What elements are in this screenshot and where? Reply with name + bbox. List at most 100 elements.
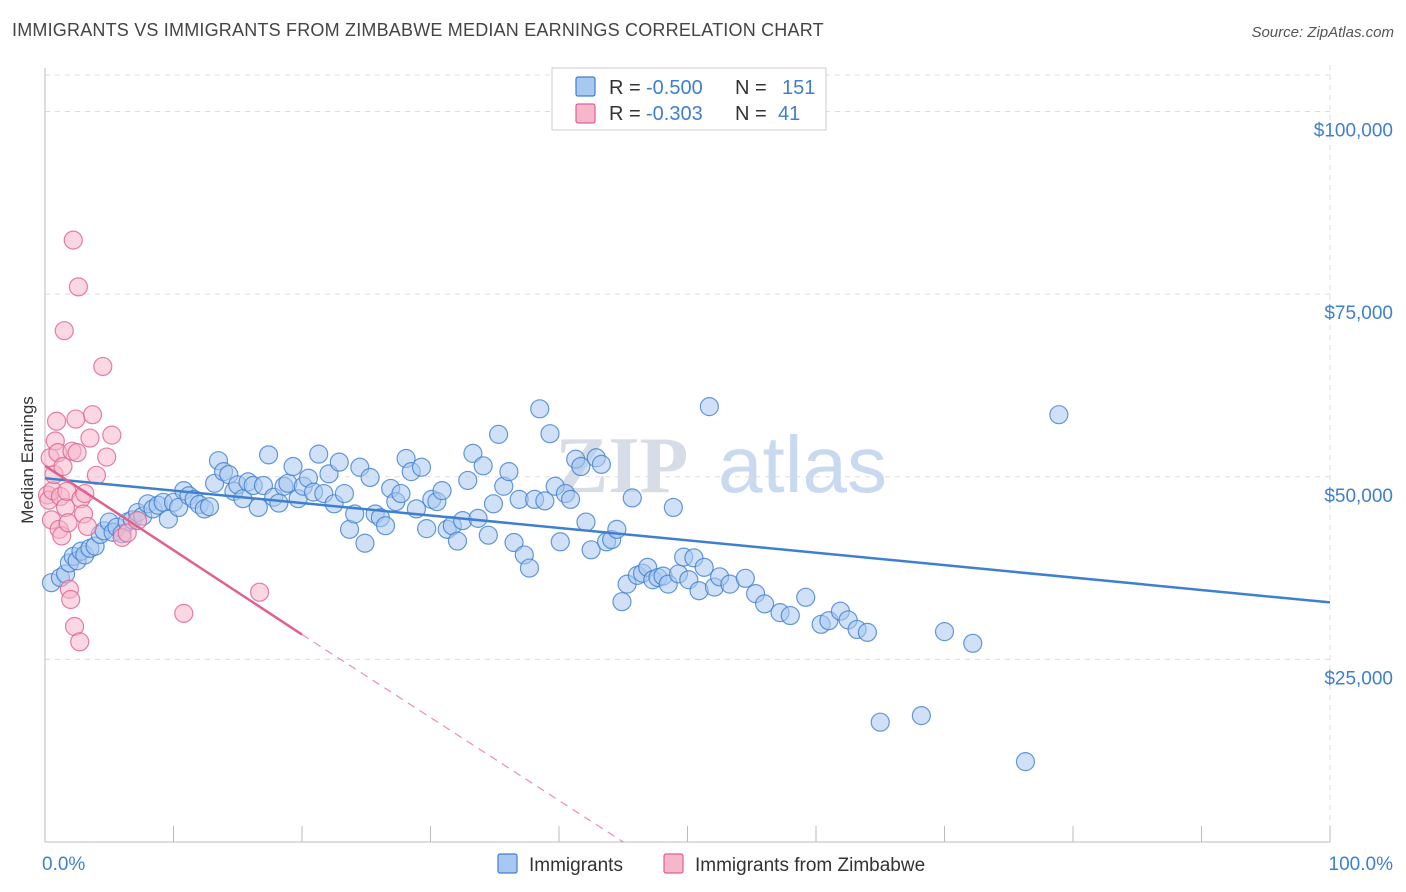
zimbabwe-point <box>117 523 137 543</box>
zimbabwe-point <box>77 516 98 537</box>
immigrants-point <box>329 452 349 472</box>
legend-r-value-2: -0.303 <box>646 103 703 125</box>
series-legend: Immigrants Immigrants from Zimbabwe <box>497 853 925 876</box>
immigrants-trend-line <box>44 476 1331 604</box>
immigrants-point <box>796 587 816 607</box>
legend-r-label-2: R = <box>609 103 641 125</box>
legend-n-value-2: 41 <box>778 103 800 125</box>
zimbabwe-point <box>82 405 103 425</box>
zimbabwe-trend-line <box>44 464 303 636</box>
immigrants-point <box>571 456 591 477</box>
immigrants-point <box>248 497 268 518</box>
immigrants-point <box>375 516 396 536</box>
zimbabwe-point <box>93 356 113 377</box>
immigrants-point <box>591 454 612 474</box>
immigrants-point <box>780 605 800 626</box>
immigrants-point <box>411 457 432 477</box>
zimbabwe-point <box>53 456 73 477</box>
immigrants-point <box>622 488 642 508</box>
immigrants-point <box>581 540 601 560</box>
immigrants-point <box>663 497 683 518</box>
immigrants-point <box>417 519 437 539</box>
immigrants-point <box>694 557 714 577</box>
immigrants-point <box>447 531 468 551</box>
immigrants-point <box>478 525 498 545</box>
correlation-legend: R = -0.500 N = 151 R = -0.303 N = 41 <box>551 67 827 131</box>
immigrants-point <box>258 445 279 465</box>
immigrants-point <box>870 712 890 732</box>
zimbabwe-point <box>97 447 117 467</box>
immigrants-point <box>576 512 596 532</box>
immigrants-point <box>699 397 719 417</box>
legend-r-label-1: R = <box>609 77 641 99</box>
immigrants-point <box>857 622 878 642</box>
zimbabwe-trend-extension <box>301 634 624 843</box>
immigrants-point <box>269 493 289 513</box>
y-axis-label: Median Earnings <box>18 396 37 524</box>
chart-title: IMMIGRANTS VS IMMIGRANTS FROM ZIMBABWE M… <box>12 20 824 40</box>
immigrants-point <box>489 424 509 444</box>
immigrants-point <box>911 706 931 726</box>
immigrants-point <box>612 592 632 612</box>
zimbabwe-point <box>102 425 122 445</box>
y-tick-label: $75,000 <box>1324 303 1393 324</box>
immigrants-point <box>1015 752 1036 772</box>
chart-source: Source: ZipAtlas.com <box>1251 24 1394 41</box>
immigrants-point <box>735 568 755 588</box>
immigrants-point <box>934 622 955 642</box>
immigrants-point <box>535 491 555 511</box>
bottom-legend-swatch-immigrants <box>497 853 518 874</box>
legend-swatch-immigrants <box>575 76 596 97</box>
zimbabwe-point <box>70 632 90 652</box>
y-tick-label: $25,000 <box>1324 668 1393 689</box>
immigrants-point <box>463 443 483 463</box>
immigrants-point <box>1049 405 1069 425</box>
immigrants-point <box>504 532 524 553</box>
zimbabwe-point <box>67 443 87 463</box>
watermark: ZIP atlas <box>555 420 887 510</box>
bottom-legend-immigrants: Immigrants <box>529 855 623 876</box>
zimbabwe-point <box>249 582 270 602</box>
bottom-legend-zimbabwe: Immigrants from Zimbabwe <box>695 855 925 876</box>
immigrants-point <box>199 497 220 517</box>
zimbabwe-point <box>66 409 86 429</box>
immigrants-point <box>499 462 519 482</box>
immigrants-point <box>519 558 540 578</box>
legend-r-value-1: -0.500 <box>646 77 703 99</box>
immigrants-point <box>309 444 329 464</box>
immigrants-point <box>540 424 560 444</box>
immigrants-point <box>963 633 983 653</box>
zimbabwe-point <box>46 411 67 431</box>
immigrants-point <box>560 489 581 510</box>
legend-n-label-1: N = <box>735 77 767 99</box>
zimbabwe-point <box>61 589 81 610</box>
x-tick-label-min: 0.0% <box>42 854 85 875</box>
immigrants-point <box>360 467 380 488</box>
legend-swatch-zimbabwe <box>575 103 596 124</box>
immigrants-point <box>458 470 478 491</box>
zimbabwe-point <box>174 603 194 623</box>
trend-lines <box>44 464 1331 843</box>
immigrants-point <box>391 483 411 504</box>
watermark-atlas: atlas <box>718 420 887 509</box>
zimbabwe-point <box>80 428 100 448</box>
immigrants-point <box>607 519 627 539</box>
legend-n-value-1: 151 <box>782 77 815 99</box>
x-tick-label-max: 100.0% <box>1329 854 1394 875</box>
zimbabwe-point <box>68 277 89 297</box>
immigrants-point <box>530 399 550 419</box>
immigrants-point <box>334 483 355 504</box>
immigrants-point <box>754 594 775 614</box>
legend-n-label-2: N = <box>735 103 767 125</box>
y-tick-label: $50,000 <box>1324 486 1393 507</box>
zimbabwe-point <box>58 513 78 533</box>
zimbabwe-point <box>54 321 74 341</box>
legend-box <box>551 67 827 131</box>
immigrants-point <box>283 456 303 477</box>
immigrants-point <box>483 494 504 514</box>
zimbabwe-point <box>63 230 83 250</box>
immigrants-point <box>550 532 570 552</box>
immigrants-point <box>432 481 452 501</box>
data-points <box>37 230 1069 772</box>
immigrants-point <box>473 456 493 476</box>
